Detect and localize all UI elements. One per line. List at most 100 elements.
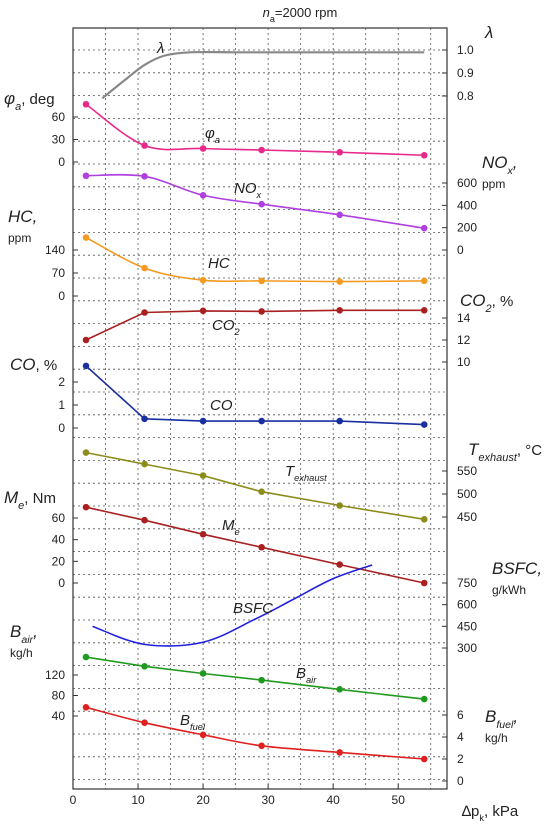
co-point (420, 421, 428, 428)
texh-tick-label: 450 (457, 510, 477, 524)
nox-axis-label: NOx, (482, 153, 518, 177)
bfuel-line-label: Bfuel (180, 712, 206, 732)
phi-tick-label: 60 (52, 110, 66, 124)
bsfc-tick-label: 750 (457, 576, 477, 590)
bair-point (258, 676, 265, 684)
co2-point (258, 308, 265, 315)
co-point (82, 362, 90, 370)
bfuel-tick-label: 6 (457, 708, 464, 722)
nox-tick-label: 200 (457, 221, 477, 235)
nox-tick-label: 600 (457, 176, 477, 190)
hc-line (85, 236, 425, 283)
co-point (199, 417, 207, 425)
series-bfuel (82, 704, 447, 782)
bair-point (199, 670, 207, 677)
co2-line (85, 309, 425, 341)
texh-axis-label: Texhaust, °C (468, 440, 542, 464)
me-point (336, 561, 343, 568)
co-tick-label: 0 (58, 421, 65, 435)
bair-axis-unit: kg/h (10, 646, 33, 660)
co-point (336, 417, 343, 425)
texh-point (336, 502, 343, 509)
co2-point (82, 336, 90, 344)
x-tick-label: 30 (261, 793, 275, 807)
bsfc-tick-label: 600 (457, 598, 477, 612)
me-tick-label: 40 (52, 533, 66, 547)
hc-point (258, 277, 265, 285)
lambda-axis-label: λ (484, 23, 493, 42)
bfuel-tick-label: 2 (457, 752, 464, 766)
series-hc (73, 234, 428, 297)
me-tick-label: 60 (52, 511, 66, 525)
texh-point (420, 516, 428, 523)
x-tick-label: 50 (392, 793, 406, 807)
me-point (82, 503, 90, 511)
bfuel-line (85, 706, 425, 760)
me-point (199, 530, 207, 538)
lambda-tick-label: 1.0 (457, 43, 474, 57)
phi-tick-label: 30 (52, 133, 66, 147)
co-tick-label: 2 (58, 375, 65, 389)
nox-point (199, 191, 207, 199)
bair-tick-label: 80 (52, 689, 66, 703)
co-line (85, 365, 425, 426)
co2-tick-label: 10 (457, 355, 471, 369)
bair-tick-label: 40 (52, 709, 66, 723)
bsfc-line (92, 564, 373, 647)
lambda-line (101, 50, 425, 100)
phi-line-label: φa (205, 125, 220, 145)
me-point (258, 543, 265, 551)
bair-line-label: Bair (296, 665, 317, 685)
bfuel-tick-label: 0 (457, 774, 464, 788)
bsfc-axis-label: BSFC, (492, 559, 542, 578)
lambda-tick-label: 0.8 (457, 89, 474, 103)
hc-point (141, 264, 148, 272)
bsfc-tick-label: 450 (457, 619, 477, 633)
hc-tick-label: 140 (45, 243, 65, 257)
bsfc-tick-label: 300 (457, 641, 477, 655)
bfuel-axis-unit: kg/h (485, 731, 508, 745)
bfuel-point (336, 749, 343, 756)
co-point (258, 417, 265, 425)
texh-line-label: Texhaust (285, 463, 327, 483)
phi-line (85, 103, 425, 157)
nox-line-label: NOx (234, 180, 262, 200)
phi-axis-label: φa, deg (4, 89, 55, 113)
co-axis-label: CO, % (10, 355, 57, 374)
nox-point (258, 200, 265, 208)
co2-point (141, 309, 148, 316)
nox-point (420, 224, 428, 232)
nox-tick-label: 400 (457, 198, 477, 212)
series-lambda (101, 49, 447, 100)
plot-frame (72, 27, 448, 790)
hc-point (199, 276, 207, 284)
bair-point (420, 695, 428, 703)
co-point (141, 415, 148, 423)
series-co2 (82, 307, 447, 363)
hc-axis-unit: ppm (8, 231, 31, 245)
bair-point (82, 653, 90, 661)
nox-point (336, 211, 343, 219)
phi-point (258, 146, 265, 154)
x-tick-label: 40 (326, 793, 340, 807)
phi-point (199, 145, 207, 152)
lambda-line-label: λ (156, 40, 164, 57)
bsfc-axis-unit: g/kWh (492, 583, 526, 597)
bair-point (336, 686, 343, 693)
series-me (73, 503, 428, 587)
phi-point (336, 148, 343, 156)
texh-point (258, 488, 265, 496)
me-line-label: Me (222, 517, 240, 537)
bsfc-line-label: BSFC (233, 600, 273, 617)
bfuel-point (258, 742, 265, 750)
bair-axis-label: Bair, (10, 622, 38, 646)
nox-axis-unit: ppm (482, 177, 505, 191)
nox-tick-label: 0 (457, 243, 464, 257)
texh-tick-label: 500 (457, 487, 477, 501)
series-co (73, 362, 428, 429)
bair-line (85, 656, 425, 700)
series-phi (73, 100, 428, 163)
series-nox (82, 172, 447, 251)
co2-tick-label: 14 (457, 311, 471, 325)
